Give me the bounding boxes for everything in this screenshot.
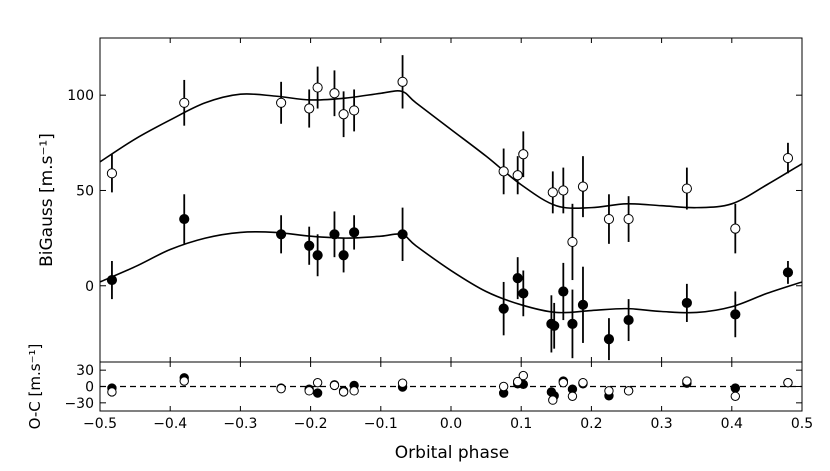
open-data-point [349, 386, 359, 396]
main-panel: 100 50 0 BiGauss [m.s⁻¹] [37, 37, 803, 363]
filled-data-point [312, 250, 323, 261]
open-data-point [604, 386, 614, 396]
open-data-point [623, 386, 634, 396]
filled-data-point [276, 229, 287, 240]
filled-data-point [730, 309, 741, 320]
open-data-point [304, 103, 315, 114]
open-data-point [518, 149, 529, 160]
open-data-point [397, 76, 408, 87]
open-data-point [349, 105, 360, 116]
open-data-point [397, 378, 408, 388]
main-plot-area [100, 55, 802, 361]
open-data-point [276, 97, 287, 108]
open-data-point [304, 386, 314, 396]
open-data-point [106, 168, 118, 179]
residuals-panel: 300−30 −0.5 −0.4 −0.3 −0.2 −0.1 0.0 0.1 0.2 0.3 0.… [26, 344, 813, 432]
open-data-point [338, 109, 349, 120]
open-data-point [681, 183, 692, 194]
filled-data-point [681, 297, 692, 309]
open-data-point [312, 82, 323, 93]
x-axis-label: Orbital phase [395, 443, 509, 463]
x-tick-label: −0.1 [364, 416, 398, 432]
filled-data-point [106, 274, 118, 286]
open-data-point [498, 381, 509, 392]
filled-data-point [782, 267, 794, 278]
open-data-point [498, 166, 509, 177]
x-tick-label: −0.2 [294, 416, 328, 432]
x-tick-label: 0.4 [721, 416, 743, 432]
filled-data-point [512, 273, 523, 284]
residuals-ytick-label: 0 [85, 380, 94, 396]
open-data-point [338, 387, 349, 397]
x-tick-label: 0.0 [440, 416, 462, 432]
open-data-point [603, 213, 615, 225]
filled-data-point [730, 383, 741, 393]
x-tick-label: 0.3 [650, 416, 672, 432]
residuals-ytick-label: −30 [64, 396, 94, 412]
open-data-point [179, 97, 190, 108]
x-tick-label: 0.5 [791, 416, 813, 432]
filled-data-point [498, 303, 509, 314]
open-data-point [558, 185, 569, 196]
filled-data-point [179, 213, 190, 225]
filled-data-point [558, 286, 569, 297]
filled-data-point [304, 240, 315, 251]
open-data-point [623, 213, 634, 225]
filled-data-point [397, 229, 408, 240]
x-tick-label: −0.3 [223, 416, 257, 432]
main-ytick-label: 100 [67, 88, 94, 104]
open-data-point [512, 376, 523, 387]
residuals-plot-area [107, 370, 793, 405]
open-data-point [567, 391, 578, 401]
open-data-point [578, 377, 588, 388]
open-data-point [567, 236, 578, 248]
open-data-point [682, 376, 692, 386]
open-data-point [548, 395, 558, 405]
filled-data-point [349, 227, 360, 238]
main-frame [99, 37, 803, 363]
x-tick-label: −0.5 [83, 416, 117, 432]
open-data-point [179, 376, 189, 386]
open-data-point [512, 170, 523, 181]
model-curve-open [100, 90, 802, 210]
x-tick-label: 0.1 [510, 416, 532, 432]
open-data-point [518, 370, 529, 381]
residuals-ytick-label: 30 [76, 363, 94, 379]
open-data-point [783, 377, 793, 388]
open-data-point [312, 377, 323, 388]
main-ytick-label: 50 [76, 183, 94, 199]
main-ytick-label: 0 [85, 279, 94, 295]
open-data-point [329, 380, 340, 391]
filled-data-point [623, 314, 634, 326]
main-y-axis-label: BiGauss [m.s⁻¹] [37, 133, 57, 267]
filled-data-point [329, 229, 340, 240]
filled-data-point [338, 250, 349, 261]
filled-data-point [603, 334, 615, 345]
open-data-point [558, 377, 569, 388]
open-data-point [730, 223, 741, 234]
open-data-point [107, 387, 117, 397]
residuals-y-axis-label: O-C [m.s⁻¹] [26, 344, 44, 430]
open-data-point [329, 88, 340, 99]
open-data-point [276, 383, 286, 394]
filled-data-point [312, 388, 323, 398]
x-tick-label: −0.4 [153, 416, 187, 432]
filled-data-point [518, 288, 529, 299]
filled-data-point [549, 320, 560, 331]
filled-data-point [567, 318, 578, 329]
open-data-point [782, 152, 794, 164]
open-data-point [577, 181, 589, 192]
x-tick-label: 0.2 [580, 416, 602, 432]
model-curve-filled [100, 231, 802, 314]
filled-data-point [577, 299, 589, 310]
open-data-point [730, 391, 741, 401]
open-data-point [547, 187, 558, 198]
